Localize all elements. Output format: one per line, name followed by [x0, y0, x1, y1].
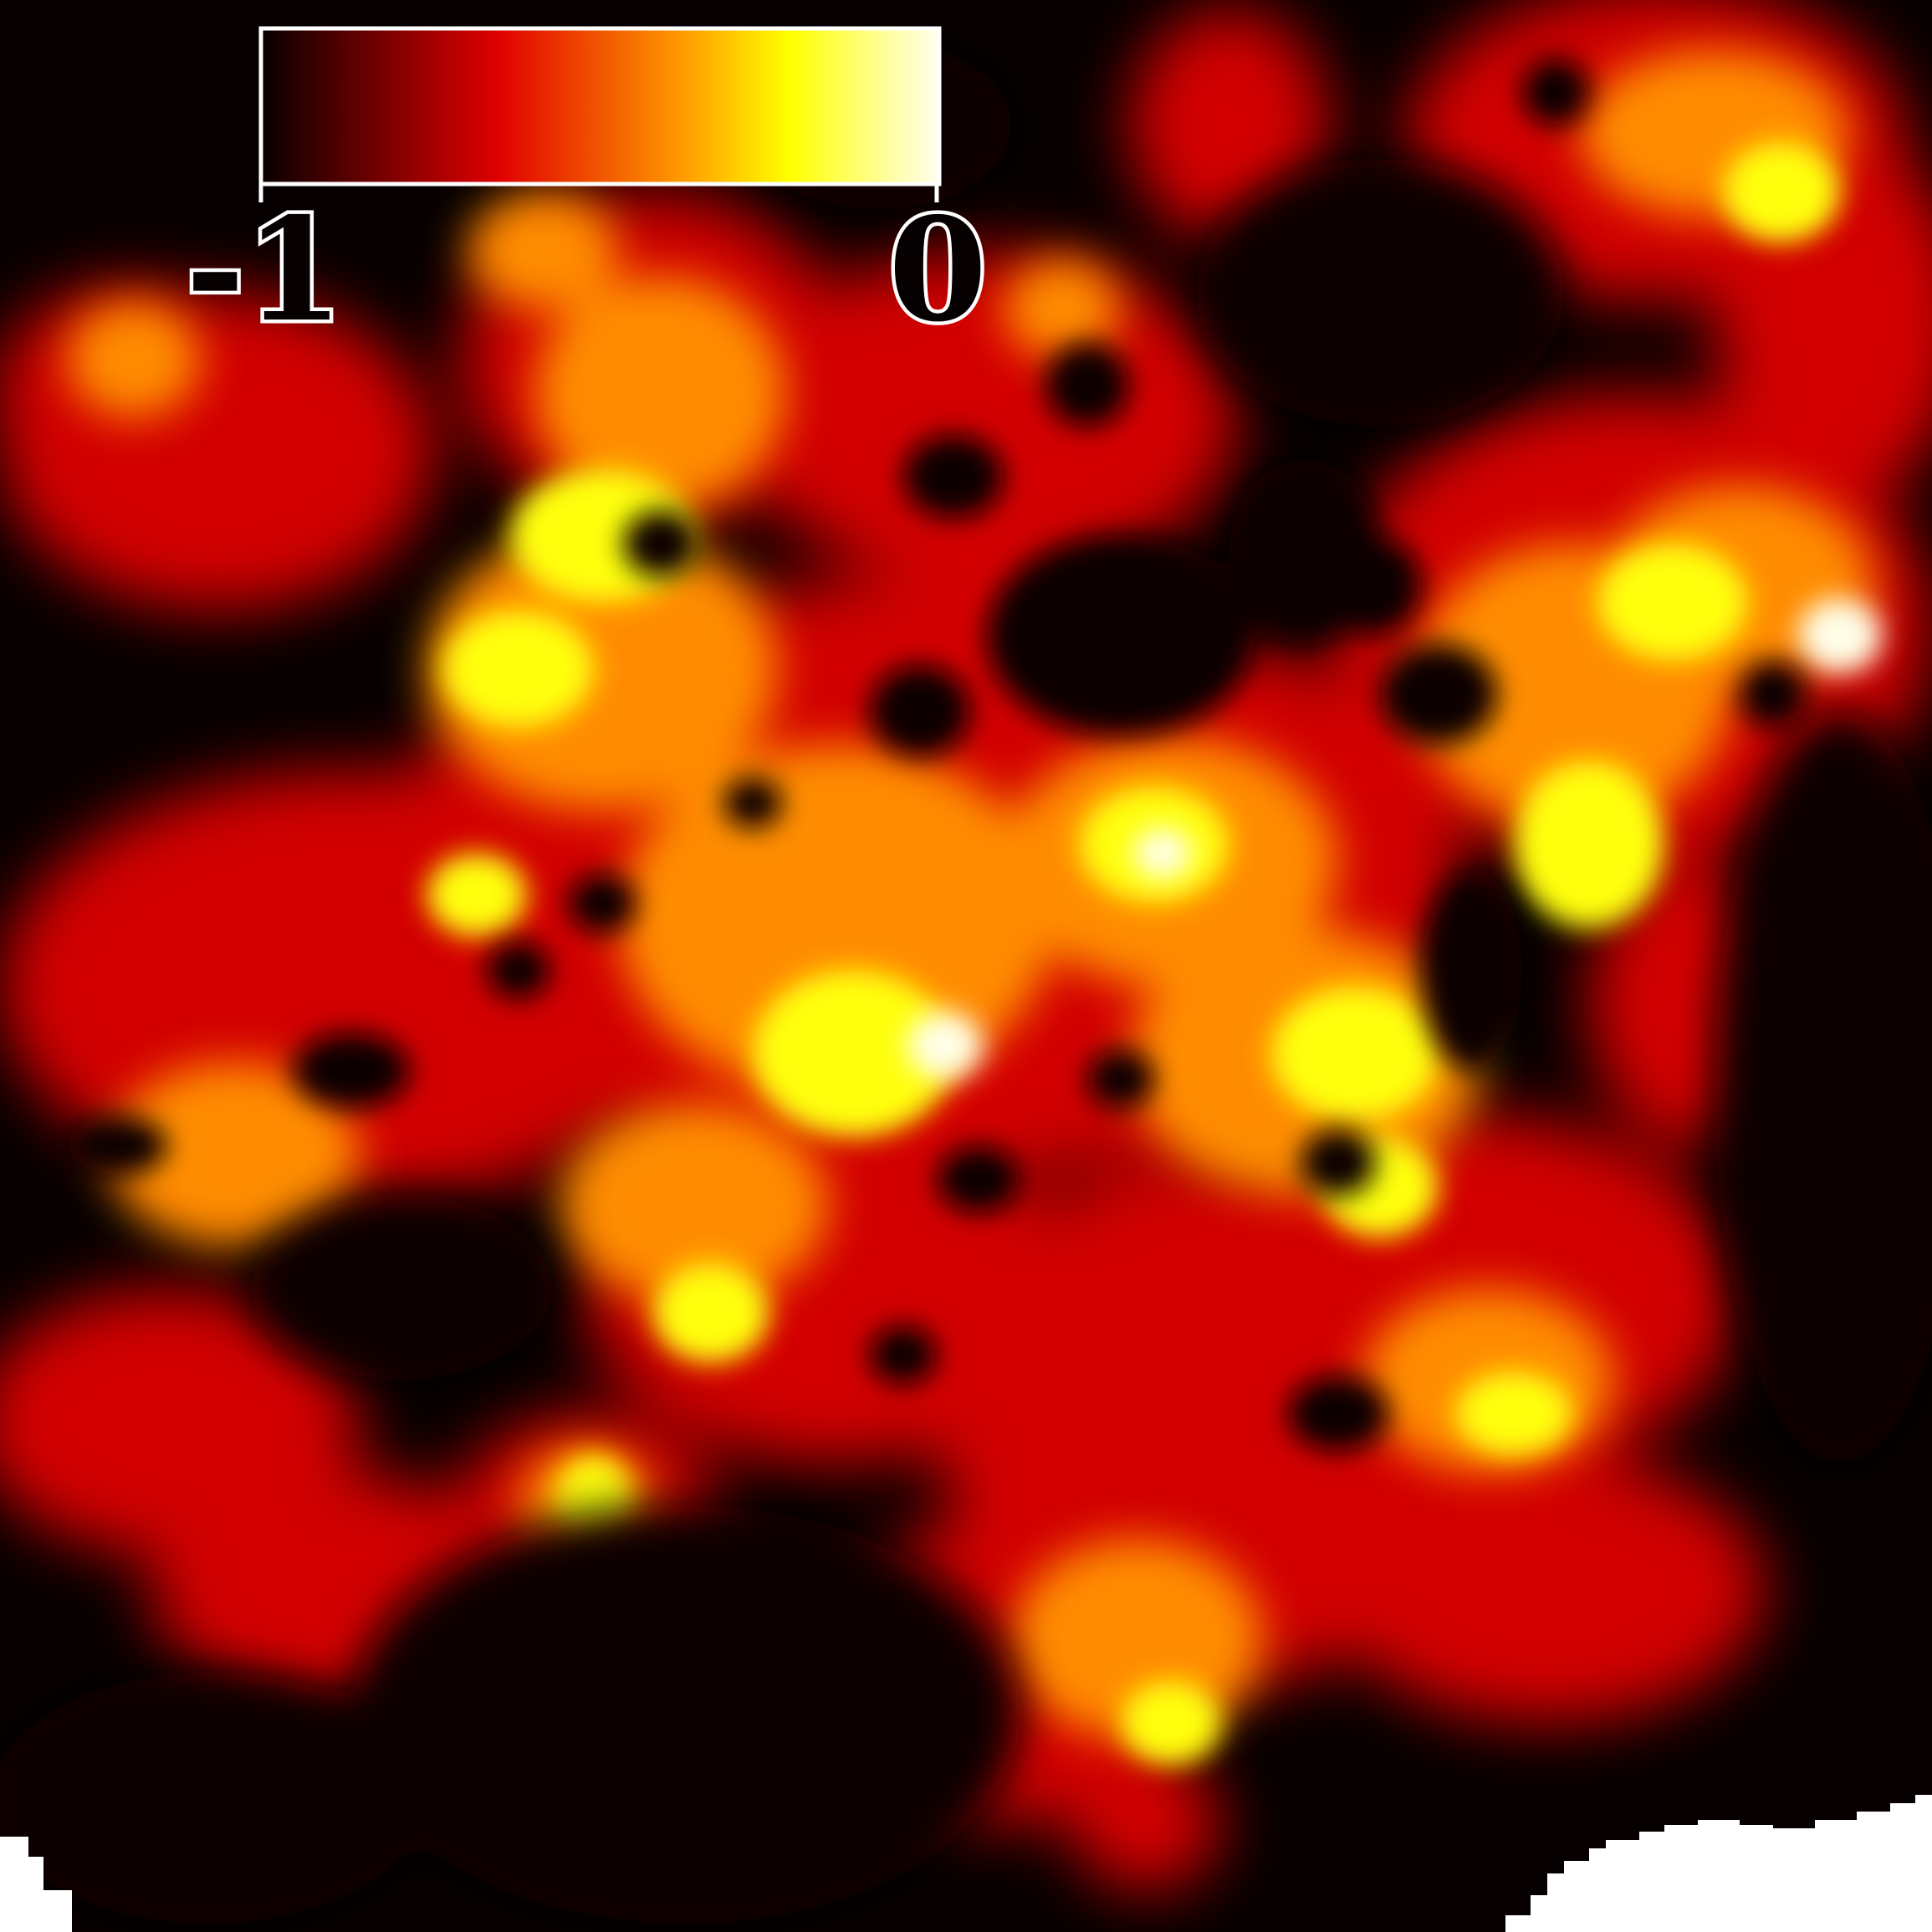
heat-layer-white [907, 598, 1882, 1079]
colorbar [258, 26, 942, 202]
colorbar-gradient [258, 26, 942, 187]
colorbar-max-label: 0 [884, 187, 990, 354]
colorbar-min-label: -1 [182, 187, 348, 354]
cold-spots [67, 59, 1807, 1451]
dark-voids [0, 42, 1932, 1924]
masked-region [0, 1795, 1932, 1932]
